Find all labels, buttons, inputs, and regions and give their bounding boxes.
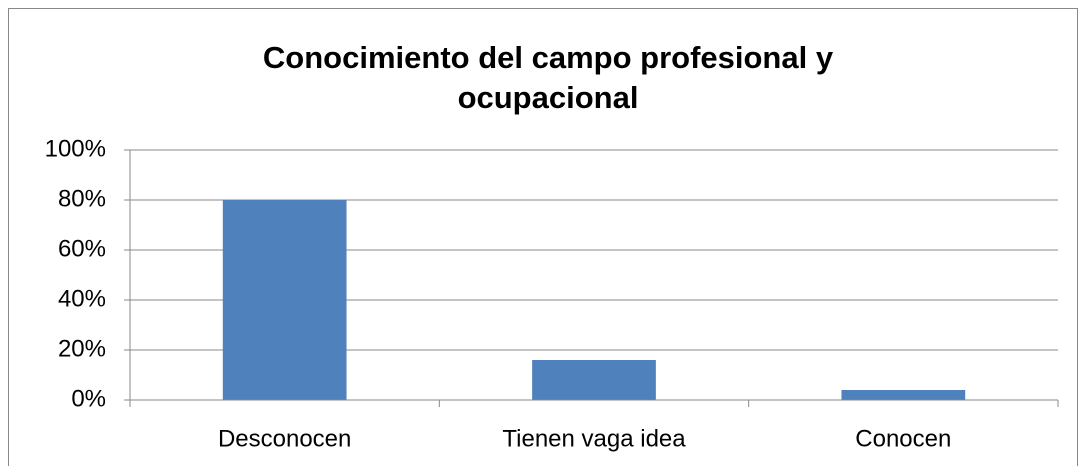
x-tick-label: Conocen	[855, 425, 951, 452]
y-tick-label: 80%	[58, 185, 106, 212]
bar	[841, 390, 966, 400]
y-tick-label: 40%	[58, 285, 106, 312]
x-tick-label: Tienen vaga idea	[502, 425, 686, 452]
bar	[532, 360, 656, 400]
bar	[222, 200, 347, 400]
y-tick-label: 60%	[58, 235, 106, 262]
x-tick-label: Desconocen	[218, 425, 351, 452]
y-tick-label: 100%	[45, 135, 106, 162]
y-tick-label: 20%	[58, 335, 106, 362]
chart-border	[8, 8, 1078, 466]
y-tick-label: 0%	[71, 385, 106, 412]
chart-title: Conocimiento del campo profesional y ocu…	[262, 40, 834, 115]
